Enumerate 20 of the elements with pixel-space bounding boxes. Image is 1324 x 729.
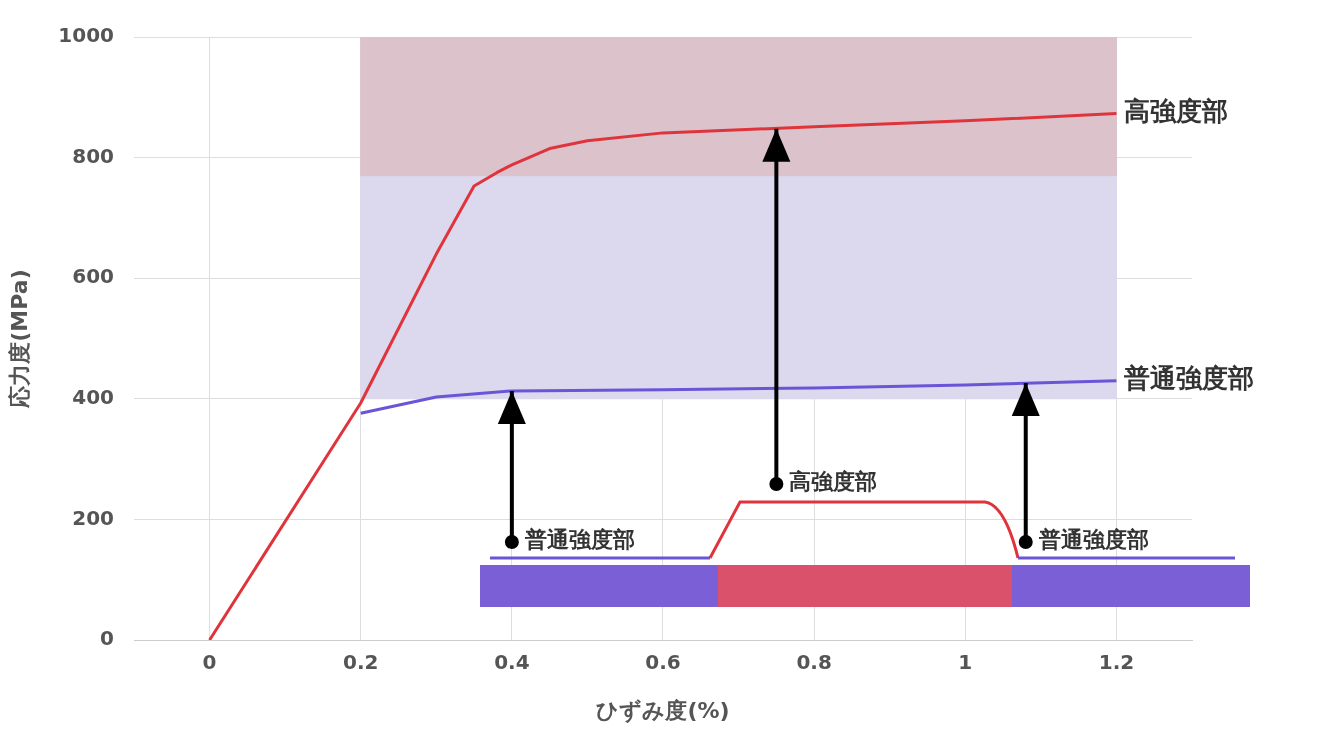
y-tick-label: 1000 [58, 23, 114, 48]
x-tick-label: 0.6 [645, 650, 681, 675]
annotation: 普通強度部 [524, 526, 635, 554]
x-tick-label: 1 [958, 650, 973, 675]
y-tick-label: 600 [72, 264, 114, 289]
x-tick-label: 1.2 [1098, 650, 1135, 675]
annotation: 高強度部 [789, 468, 878, 496]
series-label: 普通強度部 [1123, 363, 1255, 394]
x-tick-label: 0.8 [796, 650, 832, 675]
x-tick-label: 0 [202, 650, 217, 675]
annotation: 普通強度部 [1038, 526, 1149, 554]
y-tick-label: 400 [72, 385, 114, 409]
y-tick-label: 800 [72, 143, 114, 168]
y-axis-title: 応力度(MPa) [6, 269, 32, 409]
y-tick-label: 200 [72, 505, 114, 530]
y-tick-label: 0 [100, 626, 114, 651]
x-tick-label: 0.4 [494, 650, 530, 675]
x-axis-title: ひずみ度(%) [596, 697, 730, 724]
x-tick-label: 0.2 [343, 650, 379, 675]
series-label: 高強度部 [1124, 96, 1229, 127]
